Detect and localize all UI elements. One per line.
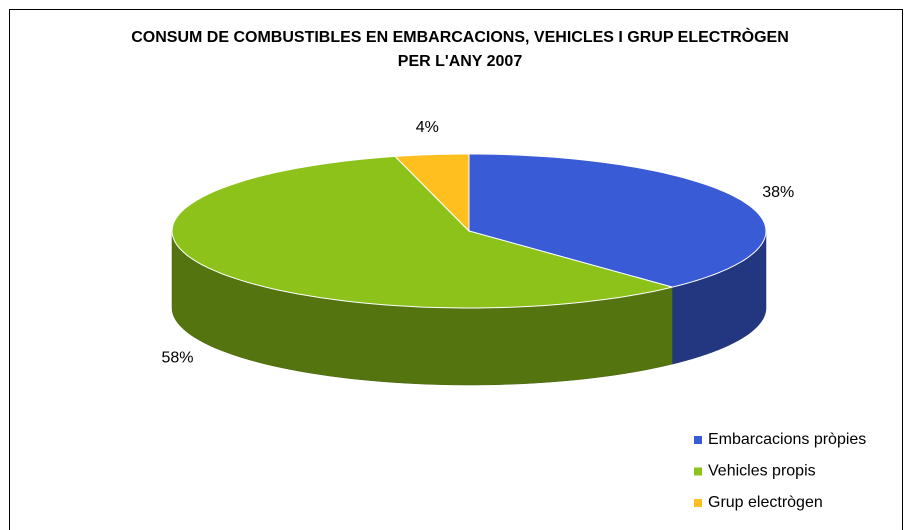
slice <box>171 155 673 309</box>
legend-label: Embarcacions pròpies <box>708 431 866 448</box>
slice <box>468 153 767 288</box>
legend-swatch <box>694 436 702 444</box>
slice <box>393 153 470 233</box>
legend-swatch <box>694 467 702 476</box>
legend-label: Vehicles propis <box>708 463 816 480</box>
data-label: 38% <box>762 184 794 201</box>
legend-swatch <box>694 499 702 507</box>
data-label: 4% <box>416 119 439 136</box>
data-label: 58% <box>161 349 193 366</box>
chart-title: CONSUM DE COMBUSTIBLES EN EMBARCACIONS, … <box>131 29 789 70</box>
legend-label: Grup electrògen <box>708 494 823 511</box>
